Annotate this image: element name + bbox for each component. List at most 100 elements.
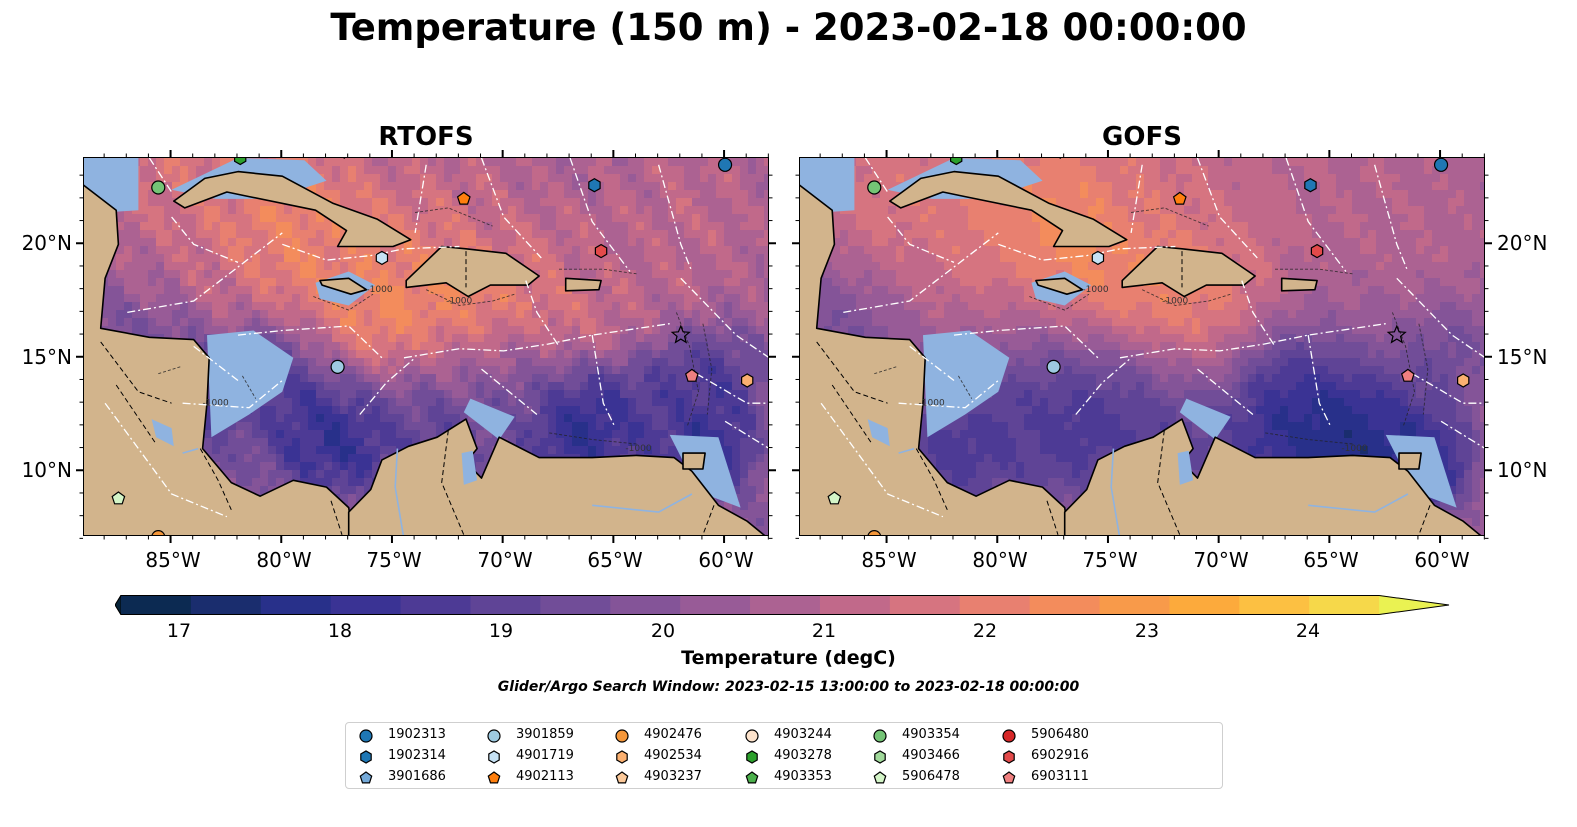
- colorbar-bin: [1099, 595, 1170, 615]
- panel-title-gofs: GOFS: [1102, 122, 1182, 152]
- gofs-argo-marker-1902313: [1433, 158, 1449, 172]
- legend-label: 6902916: [1031, 748, 1089, 763]
- rtofs-argo-marker-4903278: [234, 158, 247, 166]
- legend-label: 4902476: [644, 727, 702, 742]
- legend-label: 5906478: [902, 769, 960, 784]
- colorbar-tick-22: 22: [972, 620, 998, 642]
- gofs-xtick-65w: 65°W: [1303, 548, 1359, 572]
- colorbar-bin: [1309, 595, 1380, 615]
- gofs-map-canvas: -1000-1000-1000-1000: [800, 158, 1484, 535]
- gofs-argo-marker-4903278: [950, 158, 963, 166]
- legend-label: 1902313: [388, 727, 446, 742]
- legend-marker-6902916: [1003, 750, 1015, 764]
- colorbar-bin: [889, 595, 961, 615]
- legend-marker-4903353: [745, 771, 759, 784]
- colorbar-tick-20: 20: [650, 620, 676, 642]
- rtofs-argo-marker-6902916: [594, 243, 608, 259]
- colorbar-bin: [1169, 595, 1240, 615]
- rtofs-ytick-15n: 15°N: [21, 345, 72, 369]
- rtofs-xtick-60w: 60°W: [698, 548, 754, 572]
- legend-label: 4903354: [902, 727, 960, 742]
- colorbar-tick-23: 23: [1134, 620, 1160, 642]
- rtofs-argo-marker-5906478: [111, 491, 126, 505]
- legend-label: 6903111: [1031, 769, 1089, 784]
- colorbar-bin: [1239, 595, 1310, 615]
- legend-marker-4903354: [873, 729, 887, 743]
- colorbar-bin: [190, 595, 262, 615]
- colorbar-bin: [1029, 595, 1101, 615]
- rtofs-xtick-85w: 85°W: [145, 548, 201, 572]
- gofs-xtick-75w: 75°W: [1082, 548, 1138, 572]
- rtofs-borders: [100, 251, 715, 535]
- legend-marker-4903244: [745, 729, 759, 743]
- colorbar-bin: [260, 595, 332, 615]
- legend-label: 3901859: [516, 727, 574, 742]
- axis-ticks: [76, 150, 776, 543]
- rtofs-land: [84, 158, 766, 535]
- gofs-contour-labels: -1000-1000-1000-1000: [919, 285, 1368, 454]
- gofs-bathymetry-contours: [874, 207, 1429, 445]
- colorbar-bin: [540, 595, 611, 615]
- rtofs-glider-star-marker: [670, 324, 691, 344]
- legend-marker-5906478: [873, 771, 887, 784]
- colorbar-tick-19: 19: [488, 620, 514, 642]
- gofs-glider-star-marker: [1386, 324, 1407, 344]
- legend-marker-6903111: [1002, 771, 1016, 784]
- rtofs-contour-labels: -1000 -1000 -1000 -1000: [203, 285, 652, 454]
- gofs-argo-marker-4903354: [867, 180, 882, 195]
- gofs-lake-maracaibo: [1177, 450, 1194, 485]
- gofs-argo-marker-4902476: [867, 529, 882, 535]
- rtofs-argo-marker-6903111: [684, 368, 699, 382]
- legend-marker-1902314: [360, 750, 372, 764]
- gofs-rivers: [898, 447, 1409, 535]
- legend-marker-3901859: [487, 729, 501, 743]
- rtofs-bathymetry-contours: [158, 207, 713, 445]
- gofs-argo-marker-1902314: [1304, 178, 1317, 193]
- search-window-text: Glider/Argo Search Window: 2023-02-15 13…: [497, 679, 1080, 695]
- rtofs-temperature-map: -1000 -1000 -1000 -1000: [83, 157, 769, 536]
- gofs-argo-marker-4902113: [1172, 191, 1187, 205]
- legend-marker-4903466: [874, 750, 886, 764]
- legend-label: 4903466: [902, 748, 960, 763]
- legend-marker-3901686: [359, 771, 373, 784]
- colorbar-bin: [400, 595, 471, 615]
- axis-ticks: [792, 150, 1492, 543]
- colorbar-extend-high: [1379, 595, 1449, 615]
- legend-label: 4902113: [516, 769, 574, 784]
- rtofs-eez-boundaries: [104, 158, 768, 518]
- gofs-argo-marker-6902916: [1310, 243, 1324, 259]
- colorbar-extend-low: [115, 595, 122, 615]
- rtofs-argo-marker-4902476: [151, 529, 166, 535]
- rtofs-argo-marker-1902313: [717, 158, 733, 172]
- colorbar-tick-18: 18: [327, 620, 353, 642]
- rtofs-lake-nicaragua: [151, 419, 174, 447]
- colorbar-bin: [470, 595, 541, 615]
- legend-label: 3901686: [388, 769, 446, 784]
- legend-label: 4903237: [644, 769, 702, 784]
- colorbar-bin: [750, 595, 821, 615]
- svg-text:-1000: -1000: [625, 444, 651, 454]
- legend-marker-4902534: [616, 750, 628, 764]
- colorbar-tick-21: 21: [811, 620, 837, 642]
- colorbar-tick-24: 24: [1295, 620, 1321, 642]
- gofs-eez-boundaries: [820, 158, 1484, 518]
- rtofs-argo-marker-1902314: [588, 178, 601, 193]
- legend-marker-5906480: [1002, 729, 1016, 743]
- gofs-ytick-15n: 15°N: [1497, 345, 1548, 369]
- gofs-borders: [816, 251, 1431, 535]
- gofs-xtick-85w: 85°W: [861, 548, 917, 572]
- rtofs-lake-maracaibo: [461, 450, 478, 485]
- rtofs-argo-marker-4903354: [151, 180, 166, 195]
- legend-marker-1902313: [359, 729, 373, 743]
- legend-label: 4903244: [774, 727, 832, 742]
- svg-text:-1000: -1000: [446, 296, 472, 306]
- gofs-temperature-map: -1000 -1000 -1000 -1000: [799, 157, 1485, 536]
- gofs-lake-nicaragua: [867, 419, 890, 447]
- colorbar-bin: [959, 595, 1031, 615]
- rtofs-xtick-80w: 80°W: [256, 548, 312, 572]
- rtofs-xtick-70w: 70°W: [477, 548, 533, 572]
- legend-label: 5906480: [1031, 727, 1089, 742]
- panel-title-rtofs: RTOFS: [378, 122, 474, 152]
- svg-text:-1000: -1000: [366, 285, 392, 295]
- gofs-argo-marker-4901719: [1091, 250, 1105, 266]
